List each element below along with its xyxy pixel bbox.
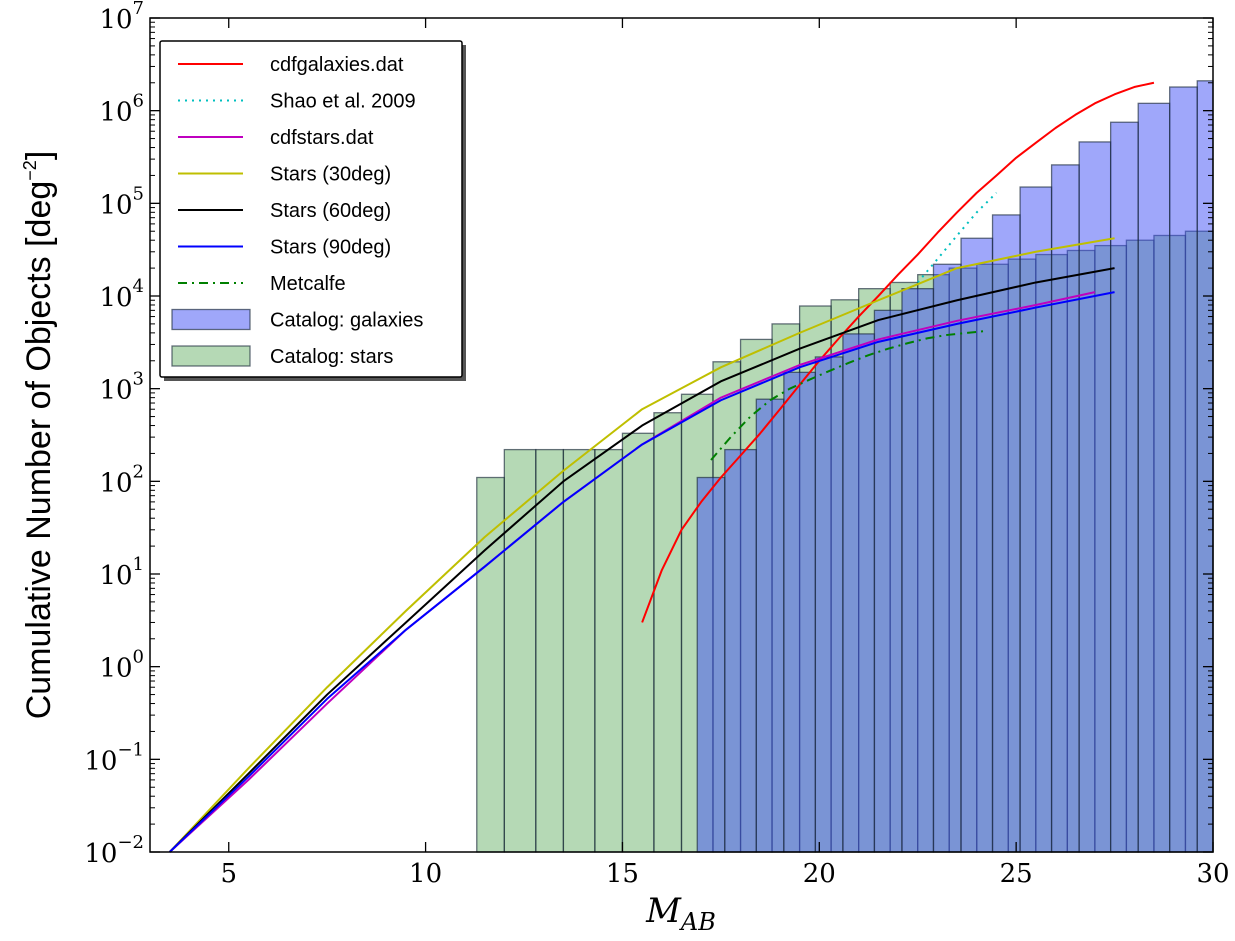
legend-item: Catalog: stars <box>171 345 393 368</box>
legend-swatch <box>171 345 251 367</box>
x-tick-label: 15 <box>606 859 639 889</box>
histogram-bar <box>901 288 935 853</box>
histogram-bar <box>696 476 726 853</box>
x-tick-label: 20 <box>803 859 836 889</box>
y-tick-label: 105 <box>99 183 144 220</box>
histogram-bar <box>755 398 785 853</box>
legend-item: Stars (90deg) <box>178 237 391 259</box>
histogram-layer <box>476 80 1214 853</box>
histogram-bar <box>594 448 624 853</box>
legend-label: Stars (60deg) <box>270 200 391 222</box>
histogram-bar <box>503 448 537 853</box>
histogram-bar <box>1137 102 1171 853</box>
histogram-bar <box>1078 141 1112 853</box>
legend-label: Stars (30deg) <box>270 164 391 186</box>
histogram-bar <box>476 476 505 853</box>
series-line <box>710 329 987 461</box>
legend-box <box>159 40 463 378</box>
y-axis-label-text: Cumulative Number of Objects [deg <box>20 181 58 720</box>
legend-item: Metcalfe <box>178 273 346 295</box>
axes-frame <box>149 17 1214 853</box>
y-tick-label: 10−1 <box>84 739 144 776</box>
y-tick-label: 104 <box>99 276 144 313</box>
histogram-bar <box>1019 186 1053 853</box>
histogram-bar <box>535 448 565 853</box>
legend-label: Catalog: galaxies <box>270 310 423 332</box>
series-line <box>168 291 1115 853</box>
legend-item: Shao et al. 2009 <box>178 91 416 113</box>
histogram-bar <box>653 412 683 853</box>
histogram-bar <box>814 356 844 853</box>
legend-label: Metcalfe <box>270 273 346 295</box>
histogram-galaxies <box>696 80 1214 853</box>
histogram-bar <box>724 448 757 853</box>
x-axis-label: MAB <box>645 891 716 936</box>
legend: cdfgalaxies.dat Shao et al. 2009 cdfstars.… <box>159 40 466 381</box>
legend-swatch <box>171 308 251 331</box>
histogram-bar <box>873 309 903 853</box>
legend-label: Stars (90deg) <box>270 237 391 259</box>
y-axis-label-suffix: ] <box>20 151 58 160</box>
legend-item: Stars (60deg) <box>178 200 391 222</box>
histogram-bar <box>960 237 994 853</box>
y-tick-label: 106 <box>99 91 144 128</box>
legend-item: Stars (30deg) <box>178 164 391 186</box>
histogram-bar <box>842 333 876 853</box>
legend-item: Catalog: galaxies <box>171 308 423 332</box>
x-tick-label: 10 <box>409 859 442 889</box>
histogram-bar <box>1050 164 1080 853</box>
y-axis-label: Cumulative Number of Objects [deg−2] <box>20 151 58 720</box>
legend-items: cdfgalaxies.dat Shao et al. 2009 cdfstars.… <box>171 54 423 368</box>
legend-label: Shao et al. 2009 <box>270 91 416 113</box>
histogram-bar <box>1169 86 1198 853</box>
series-line <box>168 267 1115 853</box>
histogram-bar <box>1109 121 1139 853</box>
legend-label: Catalog: stars <box>270 346 393 368</box>
x-axis-label-subscript: AB <box>679 908 716 936</box>
axis-ticks: 5 10 15 20 25 30 10−2 10−1 100 101 102 103 104 105 106… <box>84 0 1229 889</box>
histogram-bar <box>621 432 655 853</box>
series-line <box>168 237 1115 853</box>
legend-label: cdfstars.dat <box>270 127 374 149</box>
legend-item: cdfstars.dat <box>178 127 374 149</box>
y-tick-label: 101 <box>99 554 144 591</box>
legend-item: cdfgalaxies.dat <box>178 54 404 76</box>
y-tick-label: 10−2 <box>84 832 144 869</box>
plot-area <box>168 80 1214 853</box>
histogram-bar <box>1196 80 1214 853</box>
histogram-bar <box>562 448 596 853</box>
x-tick-label: 5 <box>220 859 237 889</box>
y-tick-label: 103 <box>99 369 144 406</box>
histogram-bar <box>783 371 817 853</box>
series-line <box>641 81 1155 623</box>
x-axis-label-symbol: M <box>645 891 682 931</box>
x-tick-label: 25 <box>1000 859 1033 889</box>
series-layer <box>168 81 1155 853</box>
y-tick-label: 102 <box>99 461 144 498</box>
y-tick-label: 100 <box>99 647 144 684</box>
y-axis-label-exponent: −2 <box>20 160 40 181</box>
legend-label: cdfgalaxies.dat <box>270 54 404 76</box>
y-tick-label: 107 <box>99 0 144 35</box>
x-tick-label: 30 <box>1196 859 1229 889</box>
histogram-bar <box>932 263 962 853</box>
